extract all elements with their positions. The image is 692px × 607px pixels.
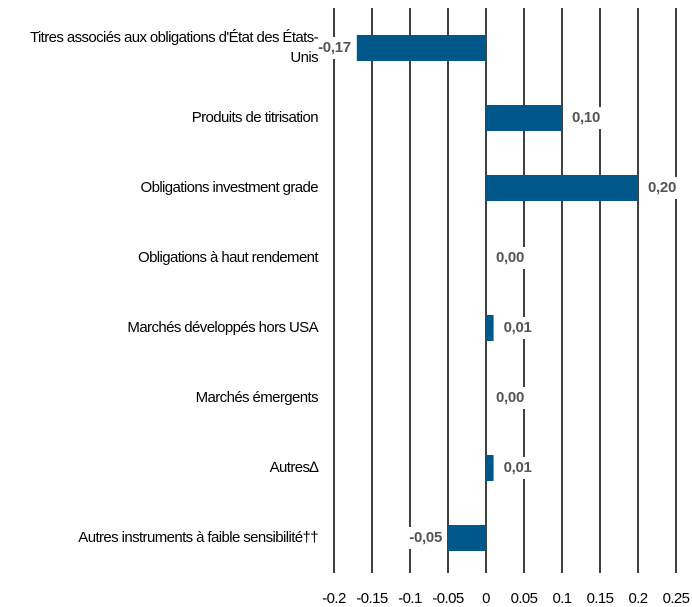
value-label: -0,17 xyxy=(318,39,351,56)
label-bg xyxy=(398,527,445,549)
value-label: 0,01 xyxy=(504,319,532,336)
value-label: 0,01 xyxy=(504,459,532,476)
bar xyxy=(356,35,486,61)
x-tick-label: 0.2 xyxy=(628,590,647,607)
x-tick-label: 0.05 xyxy=(511,590,538,607)
value-label: 0,00 xyxy=(496,249,524,266)
x-tick-label: 0.15 xyxy=(587,590,614,607)
x-tick-label: 0.1 xyxy=(552,590,571,607)
x-tick-label: 0.25 xyxy=(663,590,690,607)
value-label: 0,20 xyxy=(648,179,676,196)
x-tick-label: -0.15 xyxy=(356,590,387,607)
label-bg xyxy=(500,317,548,339)
category-label: Autres instruments à faible sensibilité†… xyxy=(78,529,318,546)
bar xyxy=(486,105,562,131)
label-bg xyxy=(306,37,354,59)
x-tick-label: -0.05 xyxy=(432,590,463,607)
category-label: Marchés développés hors USA xyxy=(127,319,318,336)
bar xyxy=(448,525,486,551)
label-bg xyxy=(493,247,540,269)
x-tick-label: -0.1 xyxy=(398,590,422,607)
category-label: Marchés émergents xyxy=(195,389,319,406)
category-label: Titres associés aux obligations d'État d… xyxy=(29,29,319,66)
bar xyxy=(486,315,494,341)
label-bg xyxy=(493,387,540,409)
label-bg xyxy=(569,107,616,129)
label-bg xyxy=(500,457,548,479)
x-tick-label: -0.2 xyxy=(322,590,346,607)
x-tick-label: 0 xyxy=(482,590,490,607)
value-label: 0,00 xyxy=(496,389,524,406)
category-label: Autres∆ xyxy=(269,459,319,476)
label-bg xyxy=(645,177,692,199)
bar xyxy=(486,175,638,201)
category-label: Produits de titrisation xyxy=(191,109,319,126)
value-label: 0,10 xyxy=(572,109,600,126)
bar xyxy=(486,455,494,481)
value-label: -0,05 xyxy=(409,529,442,546)
category-label: Obligations à haut rendement xyxy=(138,249,319,266)
category-label: Obligations investment grade xyxy=(140,179,319,196)
